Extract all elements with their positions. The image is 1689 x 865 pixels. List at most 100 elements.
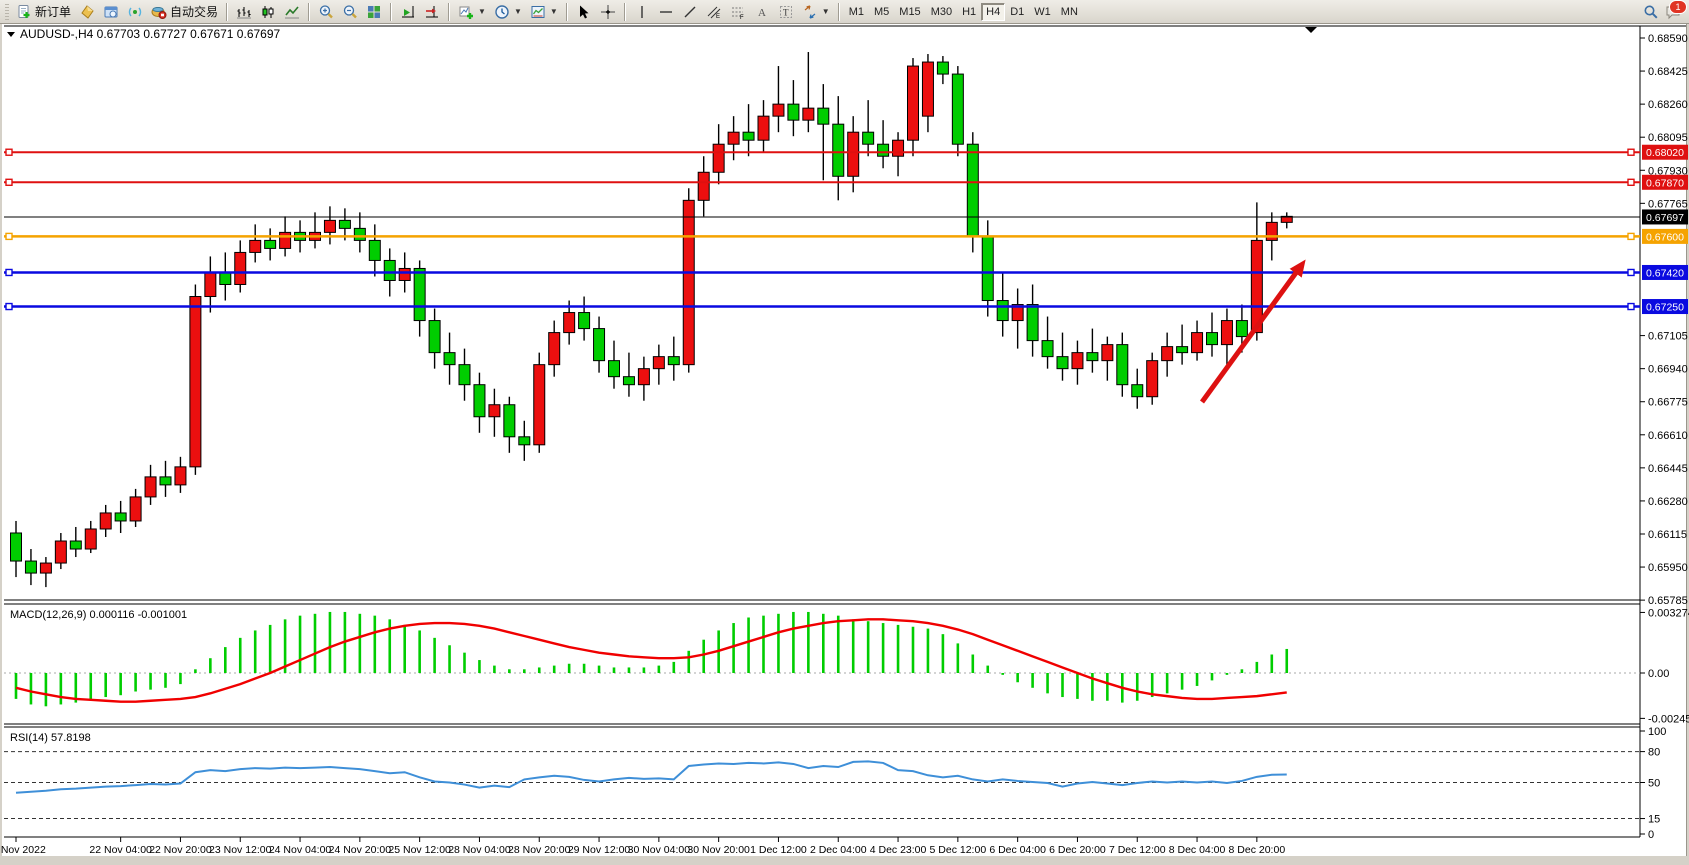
- indicators-button[interactable]: ▼: [454, 2, 490, 22]
- line-anchor[interactable]: [5, 232, 13, 241]
- line-anchor[interactable]: [5, 268, 13, 277]
- text-label-button[interactable]: T: [774, 2, 798, 22]
- search-icon[interactable]: [1643, 4, 1659, 20]
- svg-text:T: T: [783, 7, 789, 17]
- dropdown-caret-icon: ▼: [821, 7, 830, 16]
- svg-text:F: F: [740, 15, 744, 20]
- line-anchor[interactable]: [5, 302, 13, 311]
- arrows-button[interactable]: ▼: [798, 2, 834, 22]
- candle-up: [234, 251, 247, 285]
- autotrading-button[interactable]: 自动交易: [147, 2, 222, 22]
- toolbar-grip[interactable]: [5, 3, 9, 20]
- macd-indicator: MACD(12,26,9) 0.000116 -0.001001 0.003274…: [4, 607, 1689, 725]
- metaeditor-button[interactable]: [75, 2, 99, 22]
- timeframe-H4[interactable]: H4: [981, 3, 1006, 21]
- zoom-out-button[interactable]: [338, 2, 362, 22]
- macd-axis-label: 0.003274: [1648, 607, 1689, 619]
- candle-down: [578, 312, 591, 330]
- candle-up: [1250, 239, 1263, 334]
- timeframe-H1[interactable]: H1: [957, 3, 981, 21]
- candle-up: [1220, 320, 1233, 346]
- candle-up: [144, 476, 157, 498]
- line-anchor[interactable]: [1627, 302, 1635, 311]
- vertical-line-button[interactable]: [630, 2, 654, 22]
- candle-down: [996, 300, 1009, 322]
- hline-0.67600[interactable]: [4, 232, 1640, 241]
- signal-button[interactable]: [123, 2, 147, 22]
- time-tick-label: 29 Nov 12:00: [568, 844, 631, 856]
- symbol-dropdown-icon[interactable]: [7, 32, 15, 37]
- svg-text:A: A: [758, 7, 766, 19]
- hline-0.68020[interactable]: [4, 148, 1640, 156]
- candle-down: [817, 107, 830, 125]
- rsi-label: RSI(14) 57.8198: [10, 732, 91, 744]
- templates-icon: [531, 5, 545, 18]
- timeframe-M15[interactable]: M15: [894, 3, 925, 21]
- candle-up: [204, 271, 217, 298]
- candle-up: [682, 199, 695, 366]
- time-tick-label: 30 Nov 20:00: [687, 844, 750, 856]
- line-anchor[interactable]: [1627, 232, 1635, 241]
- arrows-icon: [804, 4, 816, 19]
- cursor-button[interactable]: [572, 2, 596, 22]
- horizontal-line-button[interactable]: [654, 2, 678, 22]
- candle-down: [622, 376, 635, 386]
- chart-title: AUDUSD-,H4 0.67703 0.67727 0.67671 0.676…: [20, 27, 281, 41]
- text-button[interactable]: A: [750, 2, 774, 22]
- autotrading-icon: [151, 6, 167, 19]
- tile-windows-button[interactable]: [362, 2, 386, 22]
- new-order-button[interactable]: 新订单: [12, 2, 75, 22]
- timeframe-W1[interactable]: W1: [1029, 3, 1056, 21]
- candle-up: [727, 131, 740, 145]
- timeframe-M1[interactable]: M1: [844, 3, 869, 21]
- gold-diamond-icon: [81, 4, 94, 19]
- auto-scroll-button[interactable]: [396, 2, 420, 22]
- trendline-button[interactable]: [678, 2, 702, 22]
- line-anchor[interactable]: [1627, 268, 1635, 277]
- new-order-icon: [18, 4, 30, 18]
- templates-button[interactable]: ▼: [526, 2, 562, 22]
- line-anchor[interactable]: [5, 148, 13, 156]
- text-icon: A: [758, 7, 766, 19]
- candlestick-chart-icon: [262, 5, 274, 18]
- candle-up: [1161, 346, 1174, 362]
- bar-chart-button[interactable]: [232, 2, 256, 22]
- fibonacci-button[interactable]: F: [726, 2, 750, 22]
- line-anchor[interactable]: [5, 178, 13, 186]
- rsi-indicator: RSI(14) 57.8198 100 80 50 15 0: [4, 726, 1666, 841]
- chat-button[interactable]: 1: [1665, 0, 1687, 20]
- navigator-button[interactable]: [99, 2, 123, 22]
- candlestick-chart-button[interactable]: [256, 2, 280, 22]
- chart-canvas[interactable]: 0.68590 0.68425 0.68260 0.68095 0.67930 0.677…: [0, 24, 1689, 860]
- hline-0.67250[interactable]: [4, 302, 1640, 311]
- price-tick-label: 0.66610: [1648, 430, 1688, 442]
- candle-down: [1056, 356, 1069, 370]
- timeframe-MN[interactable]: MN: [1056, 3, 1083, 21]
- chart-shift-button[interactable]: [420, 2, 444, 22]
- indicators-icon: [459, 6, 474, 19]
- candle-up: [54, 540, 67, 564]
- time-tick-label: 30 Nov 04:00: [628, 844, 691, 856]
- timeframe-M5[interactable]: M5: [869, 3, 894, 21]
- channel-button[interactable]: E: [702, 2, 726, 22]
- line-anchor[interactable]: [1627, 148, 1635, 156]
- line-anchor[interactable]: [1627, 178, 1635, 186]
- hline-0.67420[interactable]: [4, 268, 1640, 277]
- line-chart-button[interactable]: [280, 2, 304, 22]
- crosshair-button[interactable]: [596, 2, 620, 22]
- window-icon: [104, 6, 118, 17]
- candle-up: [129, 496, 142, 522]
- timeframe-M30[interactable]: M30: [926, 3, 957, 21]
- time-tick-label: 6 Dec 20:00: [1049, 844, 1106, 856]
- trend-arrow-annotation[interactable]: [1199, 259, 1306, 404]
- svg-text:E: E: [716, 14, 720, 20]
- timeframe-D1[interactable]: D1: [1005, 3, 1029, 21]
- hline-0.67870[interactable]: [4, 178, 1640, 186]
- periods-button[interactable]: ▼: [490, 2, 526, 22]
- price-tick-label: 0.66115: [1648, 529, 1687, 541]
- candle-down: [159, 476, 172, 486]
- time-tick-label: 23 Nov 12:00: [209, 844, 272, 856]
- toolbar-separator: [308, 2, 311, 21]
- zoom-in-button[interactable]: [314, 2, 338, 22]
